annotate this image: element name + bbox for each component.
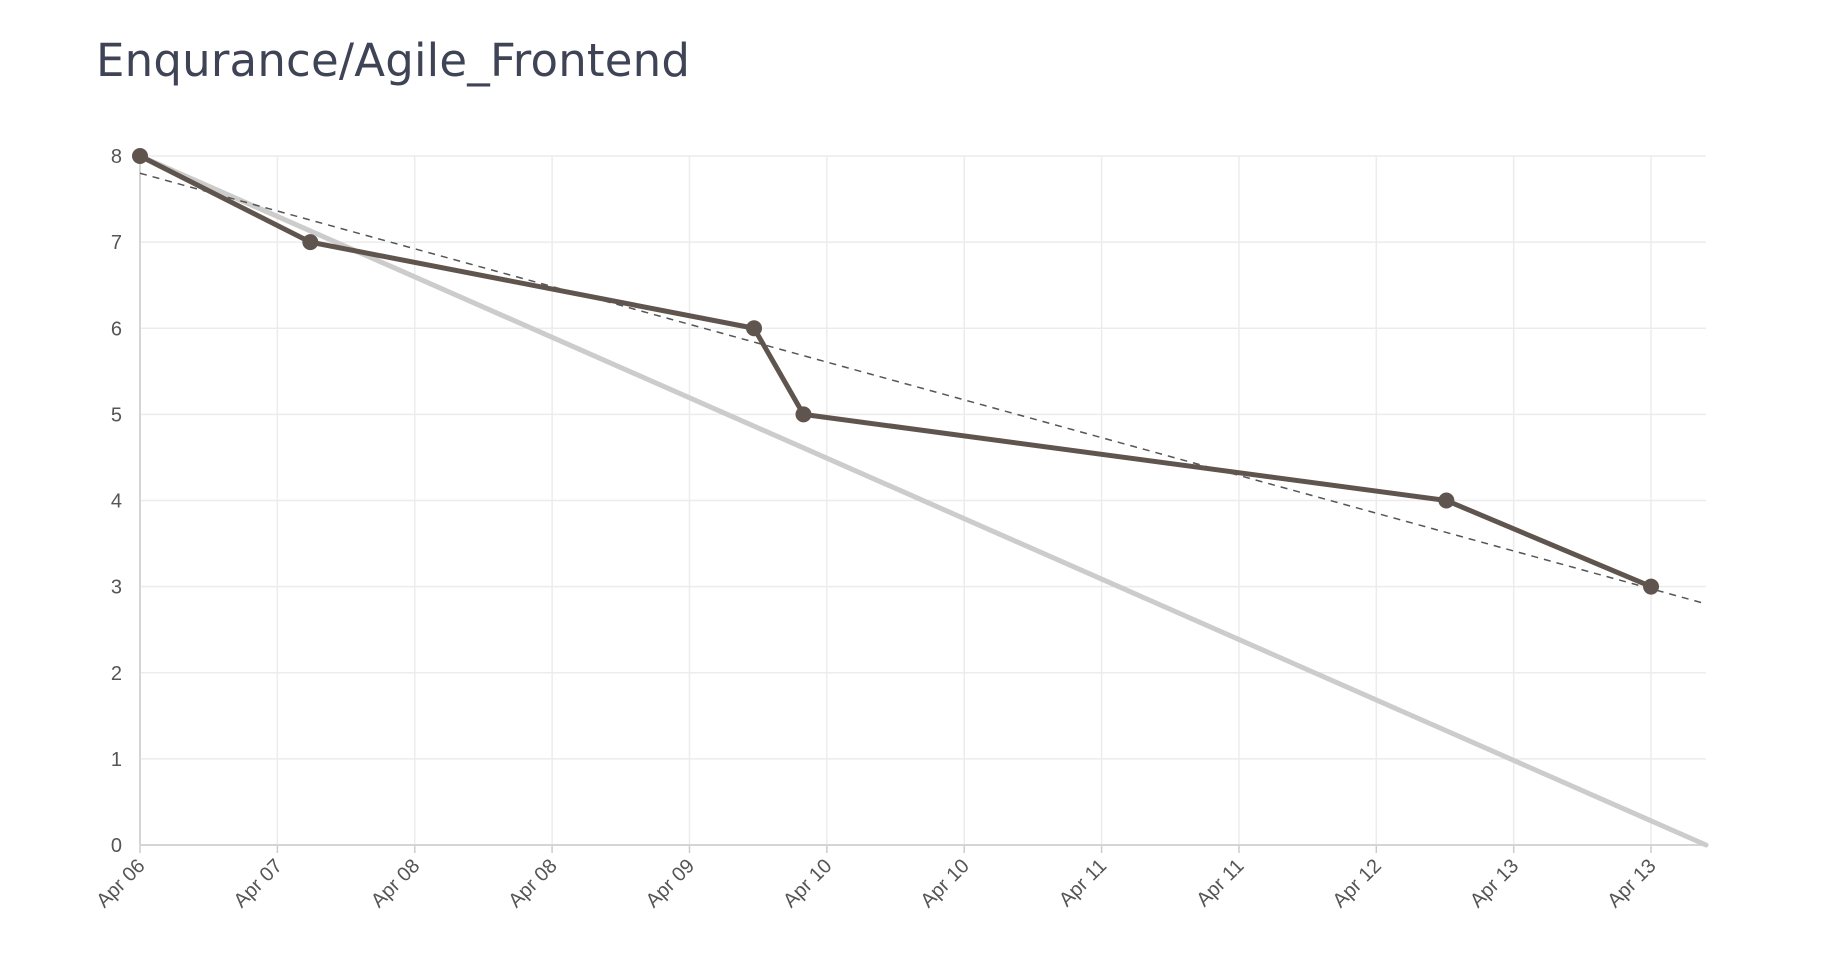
y-tick-label: 0 (111, 835, 122, 857)
x-tick-label: Apr 10 (917, 855, 974, 912)
y-tick-label: 2 (111, 663, 122, 685)
ideal-line (137, 153, 1709, 848)
y-tick-label: 8 (111, 146, 122, 168)
actual-point (1438, 492, 1455, 509)
x-tick-label: Apr 07 (230, 855, 287, 912)
actual-point (746, 320, 763, 337)
trend-line (139, 172, 1707, 605)
x-tick-label: Apr 10 (779, 855, 836, 912)
actual-line (137, 153, 1654, 590)
x-tick-label: Apr 08 (367, 855, 424, 912)
x-tick-label: Apr 06 (92, 855, 149, 912)
actual-point (1643, 578, 1660, 595)
page-title: Enqurance/Agile_Frontend (96, 34, 691, 87)
x-tick-label: Apr 11 (1192, 855, 1248, 911)
y-tick-label: 3 (111, 577, 122, 599)
actual-point (302, 234, 319, 251)
y-tick-label: 4 (111, 491, 122, 513)
y-tick-label: 7 (111, 232, 122, 254)
y-tick-label: 1 (111, 749, 122, 771)
x-tick-label: Apr 12 (1329, 855, 1386, 912)
x-tick-label: Apr 11 (1055, 855, 1111, 911)
y-tick-label: 6 (111, 318, 122, 340)
y-tick-label: 5 (111, 404, 122, 426)
x-tick-label: Apr 09 (642, 855, 699, 912)
x-tick-label: Apr 08 (504, 855, 561, 912)
actual-point (795, 406, 812, 423)
actual-point (132, 148, 148, 164)
x-tick-label: Apr 13 (1466, 855, 1523, 912)
x-tick-label: Apr 13 (1603, 855, 1660, 912)
